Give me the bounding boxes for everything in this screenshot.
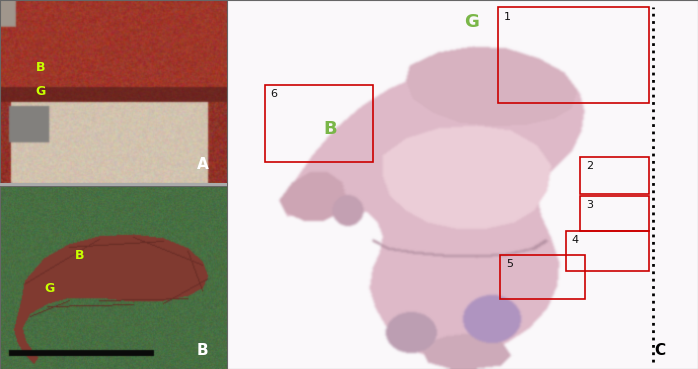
- Text: 1: 1: [503, 12, 510, 22]
- Text: 5: 5: [506, 259, 513, 269]
- Text: B: B: [324, 120, 337, 138]
- Text: 4: 4: [572, 235, 579, 245]
- Bar: [566, 231, 648, 271]
- Bar: [498, 7, 648, 103]
- Bar: [265, 85, 373, 162]
- Text: C: C: [654, 343, 665, 358]
- Text: G: G: [45, 282, 55, 295]
- Text: 3: 3: [586, 200, 593, 210]
- Text: B: B: [36, 61, 45, 74]
- Text: G: G: [464, 13, 480, 31]
- Text: A: A: [197, 157, 209, 172]
- Text: G: G: [36, 85, 46, 98]
- Text: B: B: [197, 343, 209, 358]
- Text: 2: 2: [586, 161, 593, 171]
- Bar: [580, 157, 648, 194]
- Text: 6: 6: [270, 89, 277, 99]
- Text: B: B: [75, 249, 84, 262]
- Bar: [580, 196, 648, 231]
- Bar: [500, 255, 585, 299]
